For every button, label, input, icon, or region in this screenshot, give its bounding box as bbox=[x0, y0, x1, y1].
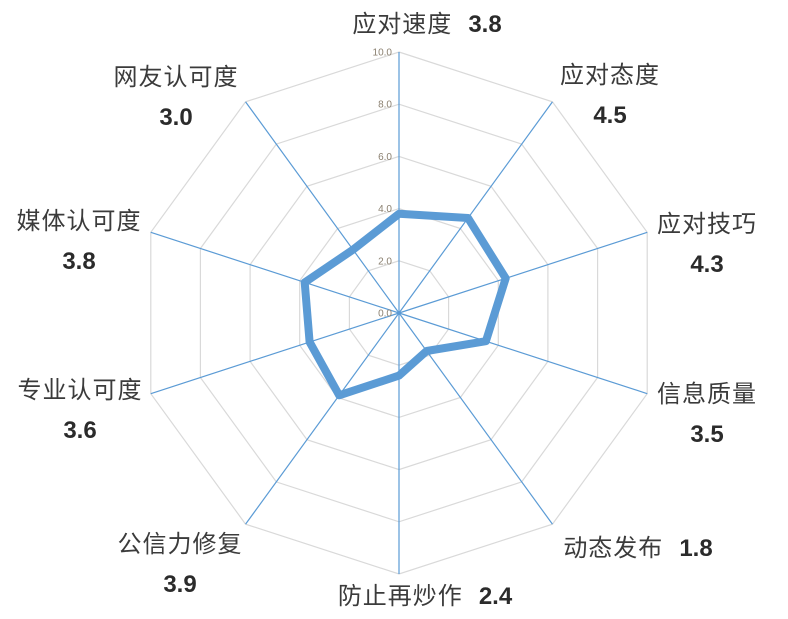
axis-tick-label: 4.0 bbox=[378, 204, 392, 215]
axis-tick-label: 8.0 bbox=[378, 100, 392, 111]
axis-tick-label: 6.0 bbox=[378, 152, 392, 163]
axis-spoke bbox=[398, 101, 553, 314]
axis-tick-label: 2.0 bbox=[378, 256, 392, 267]
axis-tick-label: 10.0 bbox=[373, 48, 393, 59]
data-series-polygon bbox=[300, 209, 510, 400]
axis-tick-label: 0.0 bbox=[378, 309, 392, 320]
axis-spoke bbox=[398, 231, 648, 314]
axis-spoke bbox=[245, 101, 400, 314]
axis-spoke bbox=[150, 231, 400, 314]
axis-spoke bbox=[398, 312, 648, 395]
axis-spoke bbox=[245, 312, 400, 525]
axis-spoke bbox=[150, 312, 400, 395]
